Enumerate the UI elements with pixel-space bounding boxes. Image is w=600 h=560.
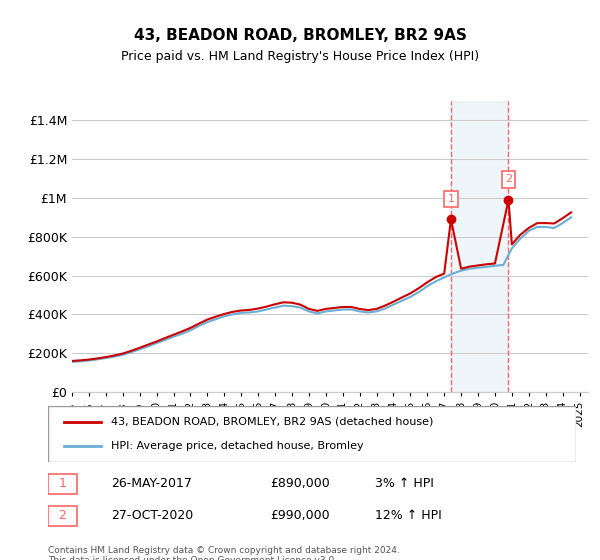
FancyBboxPatch shape — [48, 406, 576, 462]
Text: 1: 1 — [448, 194, 454, 204]
Text: 12% ↑ HPI: 12% ↑ HPI — [376, 509, 442, 522]
FancyBboxPatch shape — [48, 506, 77, 526]
Text: 2: 2 — [505, 174, 512, 184]
Bar — [451, 101, 508, 392]
Text: 1: 1 — [58, 477, 66, 490]
FancyBboxPatch shape — [48, 474, 77, 494]
Text: 2: 2 — [58, 509, 66, 522]
Text: HPI: Average price, detached house, Bromley: HPI: Average price, detached house, Brom… — [112, 441, 364, 451]
Text: 3% ↑ HPI: 3% ↑ HPI — [376, 477, 434, 490]
Text: £890,000: £890,000 — [270, 477, 329, 490]
Text: 26-MAY-2017: 26-MAY-2017 — [112, 477, 192, 490]
Text: £990,000: £990,000 — [270, 509, 329, 522]
Text: Price paid vs. HM Land Registry's House Price Index (HPI): Price paid vs. HM Land Registry's House … — [121, 50, 479, 63]
Text: Contains HM Land Registry data © Crown copyright and database right 2024.
This d: Contains HM Land Registry data © Crown c… — [48, 546, 400, 560]
Text: 43, BEADON ROAD, BROMLEY, BR2 9AS: 43, BEADON ROAD, BROMLEY, BR2 9AS — [134, 28, 466, 43]
Text: 43, BEADON ROAD, BROMLEY, BR2 9AS (detached house): 43, BEADON ROAD, BROMLEY, BR2 9AS (detac… — [112, 417, 434, 427]
Text: 27-OCT-2020: 27-OCT-2020 — [112, 509, 194, 522]
